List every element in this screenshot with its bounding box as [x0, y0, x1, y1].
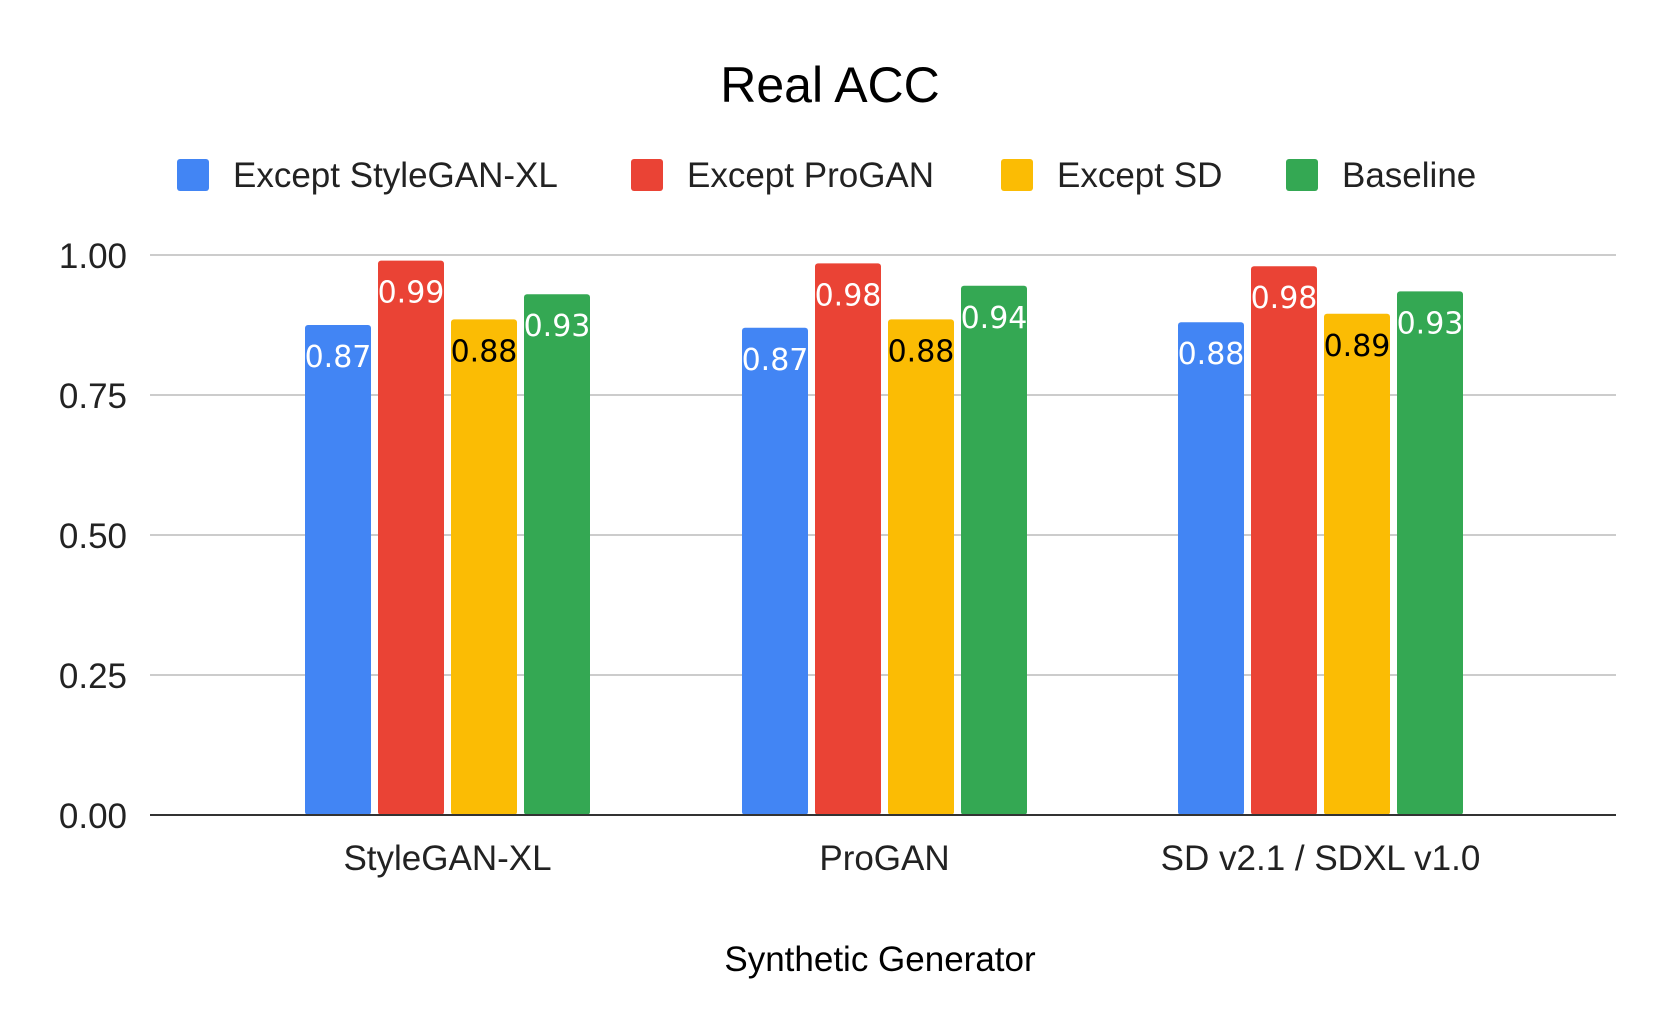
data-label: 0.98: [815, 278, 882, 313]
x-axis: StyleGAN-XL ProGAN SD v2.1 / SDXL v1.0: [150, 814, 1616, 878]
bar-3-2: [888, 319, 954, 815]
bar-4-1: [524, 294, 590, 815]
y-tick-label: 0.75: [59, 377, 127, 416]
data-label: 0.87: [742, 343, 809, 378]
data-label: 0.98: [1251, 281, 1318, 316]
data-label: 0.88: [888, 334, 955, 369]
bars: [305, 260, 1463, 816]
bar-3-1: [451, 319, 517, 815]
data-label: 0.99: [378, 276, 445, 311]
legend-swatch-2: [631, 159, 663, 191]
y-tick-label: 0.25: [59, 657, 127, 696]
x-tick-label: ProGAN: [819, 839, 949, 878]
y-tick-label: 0.00: [59, 797, 127, 836]
legend-label-3: Except SD: [1057, 156, 1222, 195]
bar-4-2: [961, 285, 1027, 815]
bar-2-2: [815, 263, 881, 815]
chart-title: Real ACC: [720, 57, 940, 113]
legend-swatch-1: [177, 159, 209, 191]
legend-label-1: Except StyleGAN-XL: [233, 156, 558, 195]
legend-swatch-4: [1286, 159, 1318, 191]
bar-1-3: [1178, 322, 1244, 815]
x-tick-label: SD v2.1 / SDXL v1.0: [1161, 839, 1481, 878]
bar-1-2: [742, 327, 808, 815]
legend-label-2: Except ProGAN: [687, 156, 934, 195]
legend-label-4: Baseline: [1342, 156, 1476, 195]
bar-3-3: [1324, 313, 1390, 815]
bar-1-1: [305, 325, 371, 815]
data-label: 0.88: [451, 334, 518, 369]
legend-swatch-3: [1001, 159, 1033, 191]
data-label: 0.93: [524, 309, 591, 344]
legend: Except StyleGAN-XL Except ProGAN Except SD…: [177, 156, 1476, 195]
y-axis: 0.00 0.25 0.50 0.75 1.00: [59, 237, 127, 836]
data-label: 0.94: [961, 301, 1028, 336]
x-tick-label: StyleGAN-XL: [343, 839, 551, 878]
bar-2-3: [1251, 266, 1317, 815]
y-tick-label: 1.00: [59, 237, 127, 276]
data-label: 0.89: [1324, 329, 1391, 364]
bar-2-1: [378, 260, 444, 816]
data-label: 0.88: [1178, 337, 1245, 372]
y-tick-label: 0.50: [59, 517, 127, 556]
data-label: 0.93: [1397, 306, 1464, 341]
x-axis-title: Synthetic Generator: [724, 940, 1036, 979]
value-labels: 0.870.990.880.930.870.980.880.940.880.98…: [305, 276, 1464, 378]
data-label: 0.87: [305, 340, 372, 375]
bar-4-3: [1397, 291, 1463, 815]
